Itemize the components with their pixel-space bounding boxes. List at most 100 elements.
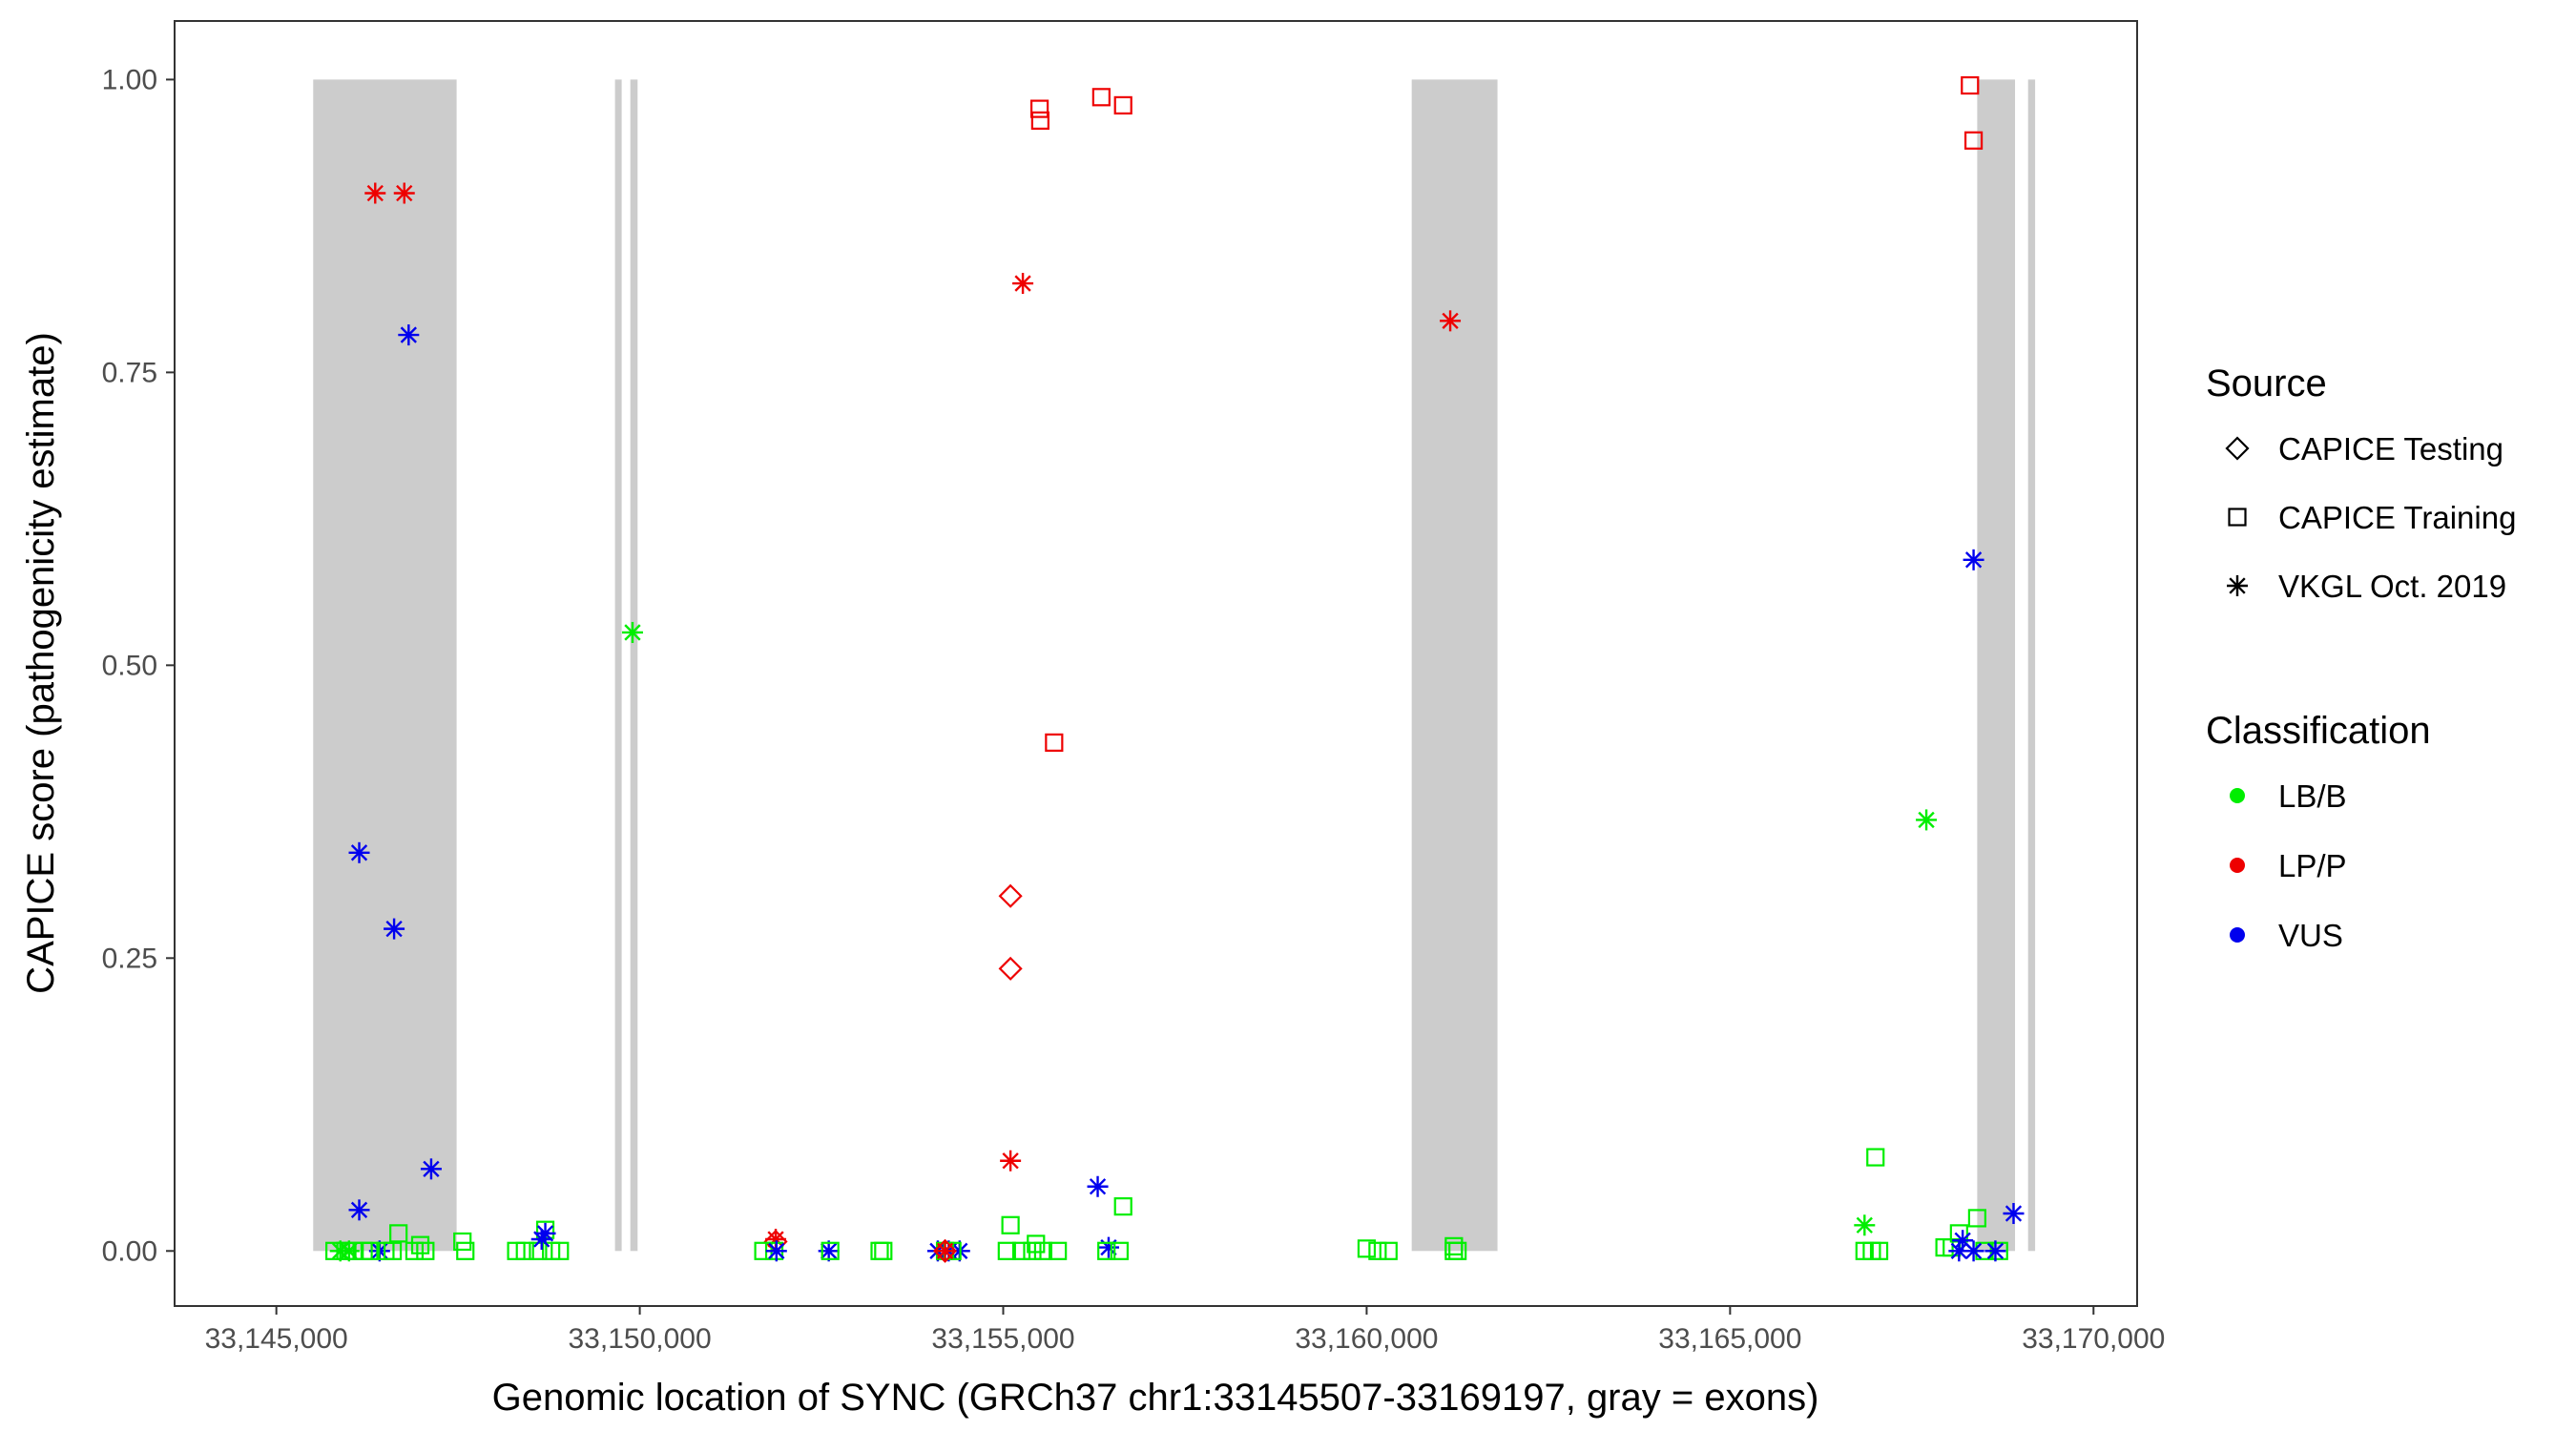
x-axis-title: Genomic location of SYNC (GRCh37 chr1:33… <box>492 1377 1819 1419</box>
legend-source-entries: CAPICE Testing CAPICE Training VKGL Oct. 2… <box>2225 431 2516 604</box>
x-axis: 33,145,000 33,150,000 33,155,000 33,160,000… <box>205 1306 2165 1355</box>
data-point-training-lp-89 <box>1961 75 1980 95</box>
data-point-training-lb-22 <box>453 1232 472 1252</box>
data-point-vkgl-vus-65 <box>1087 1175 1109 1197</box>
legend-label-vus: VUS <box>2278 918 2343 953</box>
data-point-training-lb-25 <box>515 1241 534 1260</box>
legend-key-vkgl <box>2227 575 2248 596</box>
data-point-training-lb-21 <box>416 1241 435 1260</box>
data-point-vkgl-vus-30 <box>530 1229 552 1251</box>
data-point-training-lb-63 <box>1033 1241 1053 1260</box>
legend-label-training: CAPICE Training <box>2278 500 2516 535</box>
y-axis: 0.00 0.25 0.50 0.75 1.00 <box>102 64 175 1267</box>
data-point-training-lb-69 <box>1110 1241 1130 1260</box>
point-layer <box>325 75 2025 1263</box>
legend-key-vus <box>2230 927 2245 943</box>
exon-region-6 <box>2027 79 2036 1252</box>
data-point-training-lb-70 <box>1357 1239 1377 1258</box>
data-point-training-lb-39 <box>821 1241 840 1260</box>
data-point-training-lp-57 <box>1045 733 1064 752</box>
data-point-training-lp-54 <box>1030 111 1049 130</box>
y-tick-label: 1.00 <box>102 64 157 95</box>
y-tick-label: 0.75 <box>102 357 157 388</box>
data-point-training-lp-55 <box>1091 88 1111 107</box>
data-point-training-lb-13 <box>343 1241 364 1260</box>
data-point-training-lb-59 <box>997 1241 1016 1260</box>
data-point-vkgl-vus-31 <box>534 1222 556 1244</box>
legend-title-classification: Classification <box>2206 710 2431 752</box>
data-point-vkgl-lp-48 <box>934 1240 956 1262</box>
legend-key-lb <box>2230 788 2245 803</box>
data-point-vkgl-lb-32 <box>621 621 643 643</box>
data-point-training-lb-86 <box>1967 1209 1986 1228</box>
legend: Source CAPICE Testing CAPICE Training VKGL… <box>2206 363 2516 953</box>
legend-key-testing <box>2225 436 2250 461</box>
data-point-vkgl-vus-93 <box>1948 1240 1970 1262</box>
data-point-training-lb-67 <box>1113 1197 1132 1216</box>
data-point-training-lb-72 <box>1379 1241 1398 1260</box>
legend-label-vkgl: VKGL Oct. 2019 <box>2278 569 2506 604</box>
y-tick-label: 0.50 <box>102 650 157 681</box>
data-point-training-lb-80 <box>1869 1241 1889 1260</box>
data-point-training-lp-53 <box>1030 99 1049 118</box>
data-point-vkgl-lp-1 <box>364 182 386 204</box>
data-point-testing-lp-52 <box>998 956 1023 981</box>
panel-border <box>174 20 2138 1307</box>
data-point-vkgl-vus-37 <box>765 1240 787 1262</box>
data-point-training-lb-17 <box>383 1241 403 1260</box>
legend-classification-entries: LB/B LP/P VUS <box>2230 778 2347 953</box>
x-tick-label: 33,160,000 <box>1295 1323 1438 1355</box>
data-point-training-lp-90 <box>1963 131 1984 150</box>
data-point-testing-lp-51 <box>998 883 1023 908</box>
data-point-vkgl-vus-94 <box>1963 1240 1984 1262</box>
data-point-training-lb-11 <box>325 1241 344 1260</box>
data-point-vkgl-vus-6 <box>420 1158 442 1180</box>
data-point-training-lb-68 <box>1097 1241 1116 1260</box>
data-point-training-lb-15 <box>362 1241 381 1260</box>
y-tick-label: 0.00 <box>102 1235 157 1267</box>
x-tick-label: 33,155,000 <box>931 1323 1074 1355</box>
data-point-training-lb-41 <box>874 1241 893 1260</box>
data-point-training-lb-58 <box>1001 1215 1020 1234</box>
exon-region-1 <box>313 79 457 1252</box>
x-tick-label: 33,150,000 <box>569 1323 712 1355</box>
x-tick-label: 33,145,000 <box>205 1323 348 1355</box>
legend-label-lb: LB/B <box>2278 778 2347 814</box>
legend-label-lp: LP/P <box>2278 848 2347 883</box>
y-axis-title: CAPICE score (pathogenicity estimate) <box>20 332 62 994</box>
data-point-vkgl-vus-91 <box>1963 549 1984 570</box>
x-tick-label: 33,165,000 <box>1658 1323 1801 1355</box>
data-point-training-lb-76 <box>1444 1236 1464 1255</box>
data-point-vkgl-vus-66 <box>1097 1236 1119 1258</box>
data-point-vkgl-vus-96 <box>2003 1202 2025 1224</box>
exon-region-2 <box>614 79 622 1252</box>
legend-key-lp <box>2230 858 2245 873</box>
data-point-training-lb-71 <box>1368 1241 1387 1260</box>
data-point-training-lb-29 <box>551 1241 570 1260</box>
data-point-vkgl-lp-75 <box>1440 310 1462 332</box>
data-point-vkgl-vus-4 <box>348 841 370 863</box>
data-point-vkgl-lp-49 <box>1012 273 1034 295</box>
exon-region-5 <box>1977 79 2016 1252</box>
data-point-training-lb-20 <box>410 1235 430 1255</box>
x-tick-label: 33,170,000 <box>2022 1323 2165 1355</box>
legend-label-testing: CAPICE Testing <box>2278 431 2503 467</box>
data-point-vkgl-lp-50 <box>1000 1150 1022 1172</box>
data-point-training-lb-61 <box>1023 1241 1042 1260</box>
legend-title-source: Source <box>2206 363 2327 404</box>
data-point-training-lp-56 <box>1113 95 1132 115</box>
data-point-training-lb-18 <box>389 1224 408 1243</box>
exon-layer <box>313 79 2036 1252</box>
data-point-training-lb-19 <box>405 1241 425 1260</box>
data-point-vkgl-lb-82 <box>1916 809 1938 831</box>
exon-region-4 <box>1411 79 1498 1252</box>
legend-key-training <box>2228 508 2247 527</box>
data-point-vkgl-lb-77 <box>1854 1214 1876 1236</box>
data-point-training-lb-81 <box>1866 1148 1885 1167</box>
data-point-vkgl-vus-5 <box>384 918 405 940</box>
data-point-vkgl-vus-95 <box>1984 1240 2006 1262</box>
exon-region-3 <box>630 79 638 1252</box>
data-point-vkgl-lp-2 <box>393 182 415 204</box>
data-point-vkgl-vus-3 <box>398 324 420 346</box>
